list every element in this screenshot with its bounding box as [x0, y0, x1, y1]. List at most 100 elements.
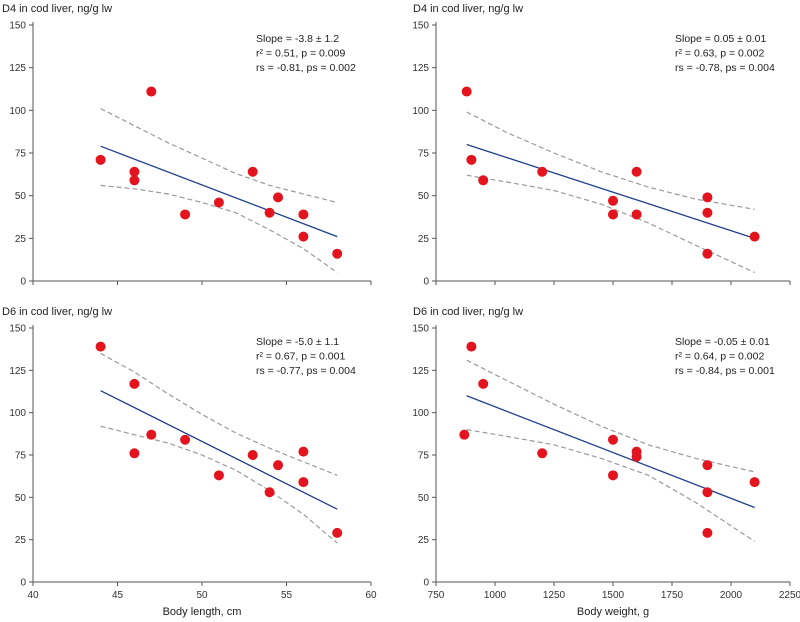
data-point	[608, 434, 618, 445]
data-point	[298, 209, 309, 220]
stats-annotation: Slope = -3.8 ± 1.2 r² = 0.51, p = 0.009 rs…	[256, 33, 356, 74]
y-tick-label: 50	[418, 493, 430, 504]
y-tick-label: 125	[412, 63, 429, 74]
y-tick-label: 50	[15, 191, 27, 202]
y-tick-label: 150	[412, 324, 429, 335]
ci-lower-line	[466, 429, 755, 542]
panel-title: D4 in cod liver, ng/g lw	[413, 3, 523, 15]
ci-upper-line	[466, 111, 755, 210]
panel-2: D4 in cod liver, ng/g lw 0 25 50 75 100 125 150…	[412, 3, 791, 288]
y-tick-label: 100	[412, 106, 429, 117]
panel-4: D6 in cod liver, ng/g lw 0 25 50 75 100 125 150…	[412, 306, 800, 618]
data-point	[95, 341, 106, 352]
data-point	[749, 477, 760, 488]
ci-lower-line	[100, 184, 338, 273]
data-point	[332, 248, 343, 259]
data-point	[273, 460, 284, 471]
data-point	[459, 429, 470, 440]
stats-annotation: Slope = -5.0 ± 1.1 r² = 0.67, p = 0.001 rs…	[256, 336, 356, 377]
data-point	[247, 450, 258, 460]
data-point	[180, 209, 191, 220]
data-point	[478, 378, 489, 389]
stat-line-3: rs = -0.81, ps = 0.002	[256, 62, 356, 74]
data-point	[298, 477, 309, 488]
regression-line	[100, 390, 338, 510]
y-tick-label: 150	[9, 21, 26, 32]
stats-annotation: Slope = 0.05 ± 0.01 r² = 0.63, p = 0.002 r…	[675, 33, 775, 74]
regression-line	[100, 145, 338, 238]
data-point	[213, 197, 224, 208]
data-point	[213, 470, 224, 481]
y-tick-label: 0	[423, 578, 429, 589]
x-tick-label: 45	[112, 590, 124, 601]
y-tick-label: 0	[423, 277, 429, 288]
data-point	[146, 86, 157, 97]
ci-lower-line	[100, 425, 338, 544]
data-point	[247, 166, 258, 177]
stat-line-2: r² = 0.51, p = 0.009	[256, 48, 345, 60]
data-point	[146, 429, 157, 440]
data-point	[608, 209, 618, 220]
x-tick-label: 2250	[779, 590, 800, 601]
data-point	[702, 207, 713, 218]
stat-line-2: r² = 0.67, p = 0.001	[256, 351, 345, 363]
stat-line-1: Slope = -0.05 ± 0.01	[675, 336, 770, 348]
x-tick-label: 750	[428, 590, 445, 601]
stat-line-1: Slope = -5.0 ± 1.1	[256, 336, 339, 348]
y-tick-label: 75	[15, 451, 27, 462]
stat-line-3: rs = -0.78, ps = 0.004	[675, 62, 775, 74]
data-point	[129, 175, 140, 186]
x-tick-label: 1500	[602, 590, 625, 601]
ci-upper-line	[100, 352, 338, 476]
data-point	[461, 86, 472, 97]
data-point	[264, 207, 275, 218]
stat-line-3: rs = -0.84, ps = 0.001	[675, 365, 775, 377]
y-tick-label: 100	[412, 408, 429, 419]
y-tick-label: 125	[9, 366, 26, 377]
y-tick-label: 75	[418, 451, 430, 462]
data-point	[298, 446, 309, 457]
data-point	[466, 341, 477, 352]
ci-upper-line	[466, 359, 755, 473]
data-point	[702, 460, 713, 471]
panel-1: D4 in cod liver, ng/g lw 0 25 50 75 100 125 150…	[2, 3, 372, 288]
x-tick-label: 50	[196, 590, 208, 601]
x-tick-label: 1250	[543, 590, 566, 601]
x-tick-label: 40	[27, 590, 39, 601]
y-tick-label: 100	[9, 408, 26, 419]
y-tick-label: 25	[418, 234, 430, 245]
y-tick-label: 150	[412, 21, 429, 32]
panel-3: D6 in cod liver, ng/g lw 0 25 50 75 100 125 150…	[2, 306, 377, 618]
y-tick-label: 150	[9, 324, 26, 335]
y-tick-label: 0	[20, 578, 26, 589]
y-tick-label: 125	[9, 63, 26, 74]
panel-title: D6 in cod liver, ng/g lw	[2, 306, 112, 318]
y-tick-label: 25	[418, 535, 430, 546]
regression-line	[466, 143, 755, 239]
data-point	[129, 448, 140, 459]
data-point	[702, 192, 713, 203]
y-tick-label: 25	[15, 234, 27, 245]
ci-upper-line	[100, 108, 338, 204]
panel-title: D6 in cod liver, ng/g lw	[413, 306, 523, 318]
data-point	[298, 231, 309, 242]
data-point	[264, 487, 275, 498]
stat-line-2: r² = 0.63, p = 0.002	[675, 48, 764, 60]
stat-line-1: Slope = 0.05 ± 0.01	[675, 33, 766, 45]
data-point	[702, 248, 713, 259]
data-point	[332, 527, 343, 538]
x-tick-label: 2000	[720, 590, 743, 601]
y-tick-label: 25	[15, 535, 27, 546]
data-point	[631, 166, 642, 177]
data-point	[478, 175, 489, 186]
x-tick-label: 1000	[484, 590, 507, 601]
x-axis-label: Body weight, g	[577, 606, 649, 618]
x-tick-label: 1750	[661, 590, 684, 601]
data-point	[749, 231, 760, 242]
data-point	[95, 154, 106, 165]
x-axis-label: Body length, cm	[163, 606, 242, 618]
data-point	[702, 527, 713, 538]
y-tick-label: 100	[9, 106, 26, 117]
x-tick-label: 60	[365, 590, 377, 601]
